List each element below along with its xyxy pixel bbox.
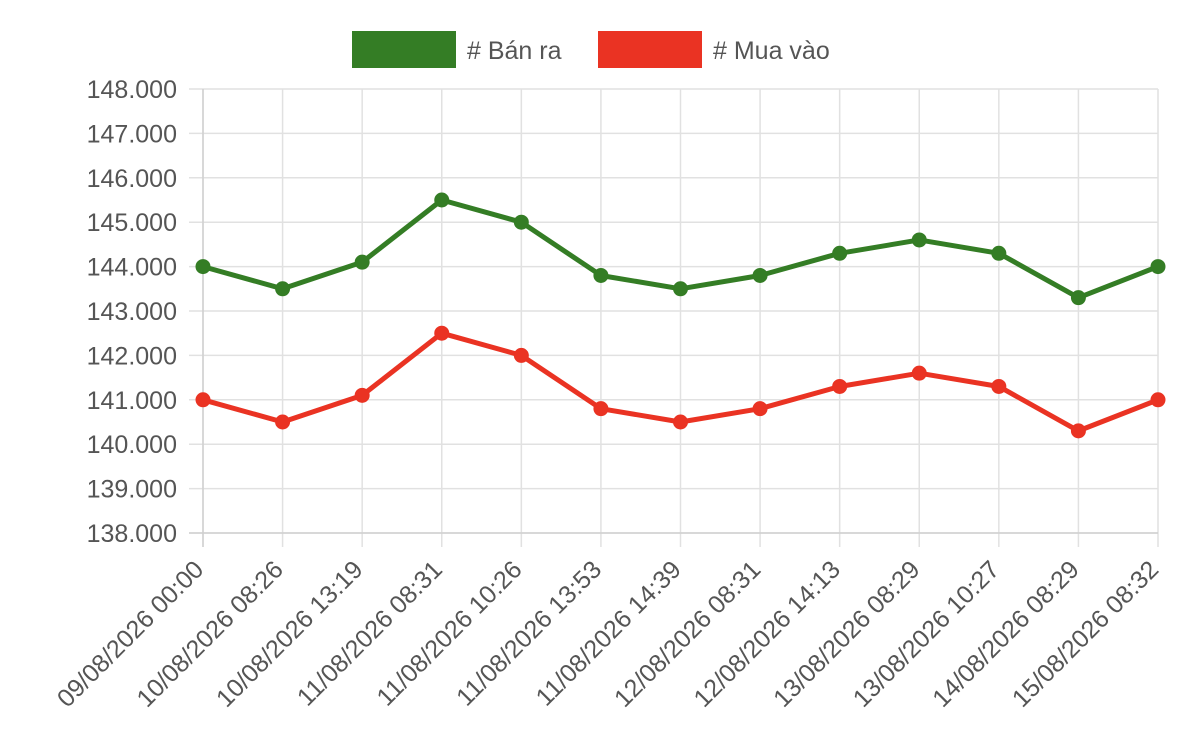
data-point[interactable] <box>593 267 609 283</box>
y-tick-label: 146.000 <box>87 165 177 193</box>
data-point[interactable] <box>513 347 529 363</box>
data-point[interactable] <box>434 192 450 208</box>
data-point[interactable] <box>593 401 609 417</box>
x-tick-label: 10/08/2026 13:19 <box>211 555 368 712</box>
y-tick-label: 147.000 <box>87 120 177 148</box>
data-point[interactable] <box>673 414 688 430</box>
x-tick-label: 10/08/2026 08:26 <box>131 555 288 712</box>
data-point[interactable] <box>434 325 450 341</box>
data-point[interactable] <box>354 387 370 403</box>
x-tick-label: 15/08/2026 08:32 <box>1007 555 1164 712</box>
x-tick-label: 11/08/2026 14:39 <box>531 555 687 711</box>
x-tick-label: 09/08/2026 00:00 <box>52 555 209 712</box>
y-tick-label: 148.000 <box>87 76 177 104</box>
x-tick-label: 11/08/2026 08:31 <box>292 555 448 711</box>
data-point[interactable] <box>991 245 1007 261</box>
data-point[interactable] <box>991 378 1007 394</box>
data-point[interactable] <box>513 214 529 230</box>
x-tick-label: 12/08/2026 08:31 <box>609 555 766 712</box>
data-point[interactable] <box>911 232 927 248</box>
y-axis: 148.000 147.000 146.000 145.000 144.000 143.0… <box>87 76 204 548</box>
data-point[interactable] <box>832 245 848 261</box>
x-tick-label: 11/08/2026 13:53 <box>451 555 607 711</box>
data-point[interactable] <box>1150 392 1166 408</box>
data-point[interactable] <box>354 254 370 270</box>
y-tick-label: 141.000 <box>87 387 177 415</box>
data-point[interactable] <box>1070 290 1086 306</box>
legend-label[interactable]: # Bán ra <box>467 37 562 65</box>
y-tick-label: 142.000 <box>87 342 177 370</box>
data-point[interactable] <box>832 378 848 394</box>
data-point[interactable] <box>752 401 768 417</box>
x-tick-label: 12/08/2026 14:13 <box>688 555 845 712</box>
x-tick-label: 13/08/2026 08:29 <box>768 555 925 712</box>
legend-label[interactable]: # Mua vào <box>713 37 830 65</box>
data-point[interactable] <box>1150 259 1166 275</box>
x-tick-label: 13/08/2026 10:27 <box>848 555 1005 712</box>
y-tick-label: 144.000 <box>87 254 177 282</box>
legend-swatch[interactable] <box>352 31 456 68</box>
data-point[interactable] <box>673 281 688 297</box>
x-tick-label: 11/08/2026 10:26 <box>371 555 527 711</box>
data-point[interactable] <box>195 392 211 408</box>
y-tick-label: 143.000 <box>87 298 177 326</box>
grid-lines <box>189 88 1159 547</box>
data-point[interactable] <box>195 259 211 275</box>
data-point[interactable] <box>1070 423 1086 439</box>
y-tick-label: 145.000 <box>87 209 177 237</box>
legend: # Bán ra # Mua vào <box>352 31 830 68</box>
series-layer <box>195 192 1166 439</box>
y-tick-label: 138.000 <box>87 520 177 548</box>
data-point[interactable] <box>275 414 291 430</box>
data-point[interactable] <box>752 267 768 283</box>
y-tick-label: 139.000 <box>87 476 177 504</box>
data-point[interactable] <box>911 365 927 381</box>
y-tick-label: 140.000 <box>87 431 177 459</box>
x-tick-label: 14/08/2026 08:29 <box>927 555 1084 712</box>
data-point[interactable] <box>275 281 291 297</box>
legend-swatch[interactable] <box>598 31 702 68</box>
